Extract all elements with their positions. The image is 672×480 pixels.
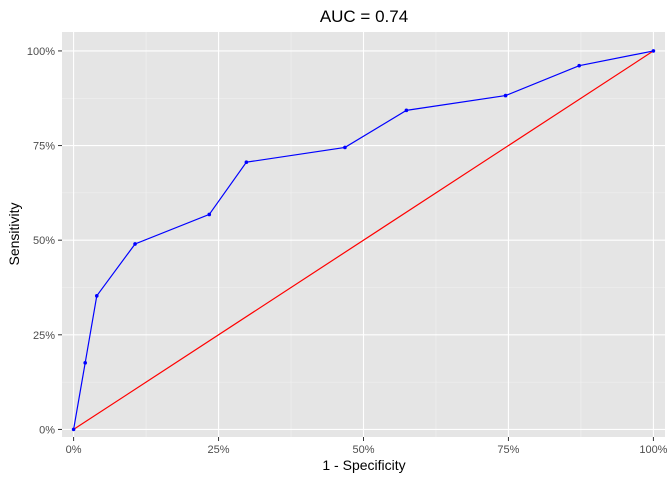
roc-point [577, 63, 581, 68]
y-tick-label: 75% [33, 141, 55, 153]
y-axis: 0% 25% 50% 75% 100% [27, 46, 62, 436]
y-tick-label: 25% [33, 330, 55, 342]
reference-diagonal-series [73, 50, 654, 430]
y-tick-label: 100% [27, 46, 55, 58]
x-tick-label: 100% [639, 444, 667, 456]
x-tick-label: 75% [497, 444, 519, 456]
roc-point [503, 93, 508, 98]
x-tick-label: 50% [352, 444, 374, 456]
roc-point [651, 49, 656, 53]
roc-point [404, 108, 409, 113]
series-layer [71, 49, 656, 432]
chart-title: AUC = 0.74 [320, 7, 408, 26]
roc-point [343, 145, 347, 150]
x-axis-title: 1 - Specificity [322, 457, 405, 473]
reference-diagonal-line [73, 50, 654, 430]
roc-point [133, 242, 137, 246]
roc-point [207, 212, 212, 217]
y-tick-label: 50% [33, 235, 55, 247]
y-tick-label: 0% [39, 424, 55, 436]
x-tick-label: 0% [66, 444, 82, 456]
roc-point [94, 294, 99, 298]
y-axis-title: Sensitivity [6, 202, 22, 265]
roc-curve-series [71, 49, 656, 432]
x-axis: 0% 25% 50% 75% 100% [66, 437, 668, 456]
x-tick-label: 25% [208, 444, 230, 456]
roc-point [71, 427, 76, 432]
roc-point [244, 160, 249, 165]
roc-point [83, 361, 87, 365]
